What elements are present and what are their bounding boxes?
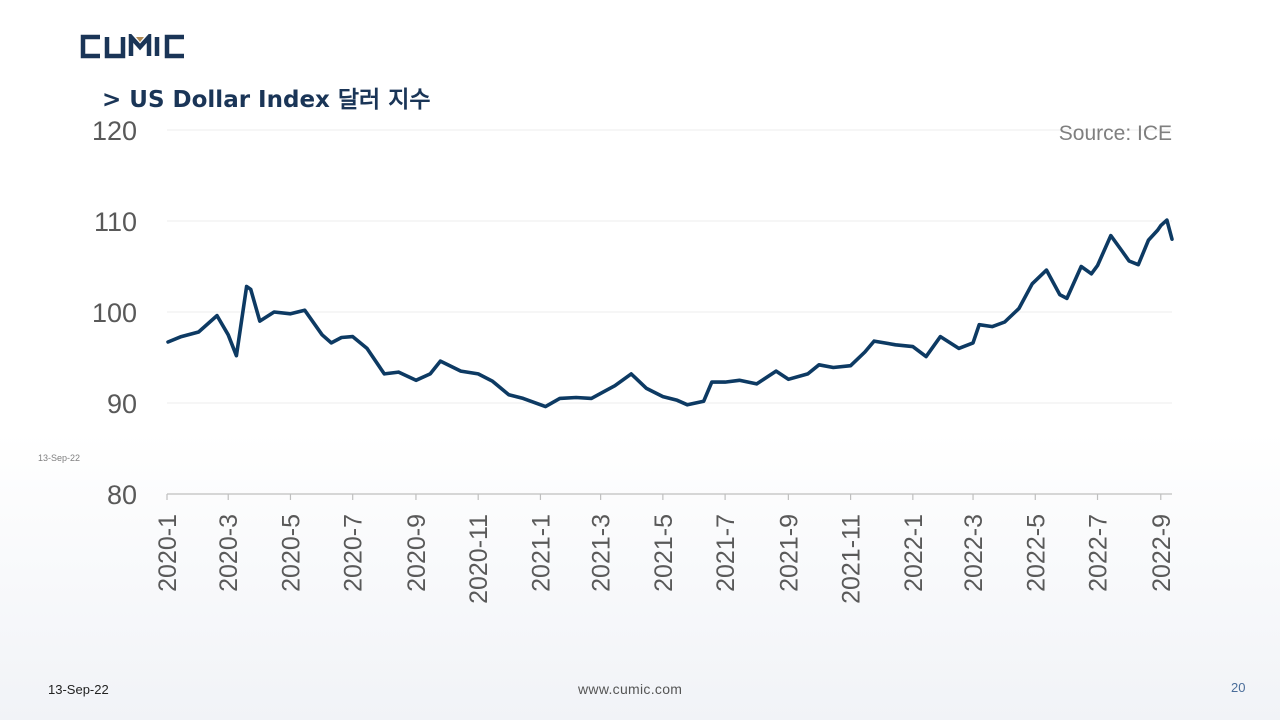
x-tick-label: 2020-7 xyxy=(340,514,368,592)
x-tick-label: 2020-5 xyxy=(277,514,305,592)
y-tick-label: 120 xyxy=(92,116,137,146)
x-tick-label: 2022-3 xyxy=(960,514,988,592)
x-tick-label: 2021-11 xyxy=(838,514,866,604)
y-axis-ticks: 80 90 100 110 120 xyxy=(92,116,137,510)
chart-gridlines xyxy=(167,129,1172,404)
footer-url: www.cumic.com xyxy=(578,681,683,697)
source-note: Source: ICE xyxy=(1059,122,1172,145)
page-number: 20 xyxy=(1231,680,1246,695)
y-tick-label: 90 xyxy=(107,389,137,419)
slide-title: > US Dollar Index 달러 지수 xyxy=(102,87,431,113)
side-date-label: 13-Sep-22 xyxy=(38,453,81,463)
x-tick-label: 2020-11 xyxy=(465,514,493,604)
x-tick-label: 2021-9 xyxy=(775,514,803,592)
x-tick-label: 2022-5 xyxy=(1022,514,1050,592)
x-tick-label: 2020-3 xyxy=(215,514,243,592)
x-tick-label: 2020-9 xyxy=(403,514,431,592)
y-tick-label: 110 xyxy=(94,207,137,237)
x-tick-label: 2021-3 xyxy=(588,514,616,592)
x-tick-label: 2020-1 xyxy=(154,514,182,592)
x-tick-label: 2022-1 xyxy=(900,514,928,592)
cumic-logo xyxy=(80,34,184,59)
y-tick-label: 80 xyxy=(107,480,137,510)
x-tick-label: 2022-9 xyxy=(1148,514,1176,592)
x-axis-ticks: 2020-1 2020-3 2020-5 2020-7 2020-9 2020-11 202… xyxy=(154,494,1176,604)
x-tick-label: 2021-7 xyxy=(712,514,740,592)
footer-date: 13-Sep-22 xyxy=(48,682,109,697)
x-tick-label: 2021-1 xyxy=(527,514,555,592)
y-tick-label: 100 xyxy=(92,298,137,328)
series-line-dxy xyxy=(166,218,1174,409)
x-tick-label: 2022-7 xyxy=(1085,514,1113,592)
x-tick-label: 2021-5 xyxy=(650,514,678,592)
